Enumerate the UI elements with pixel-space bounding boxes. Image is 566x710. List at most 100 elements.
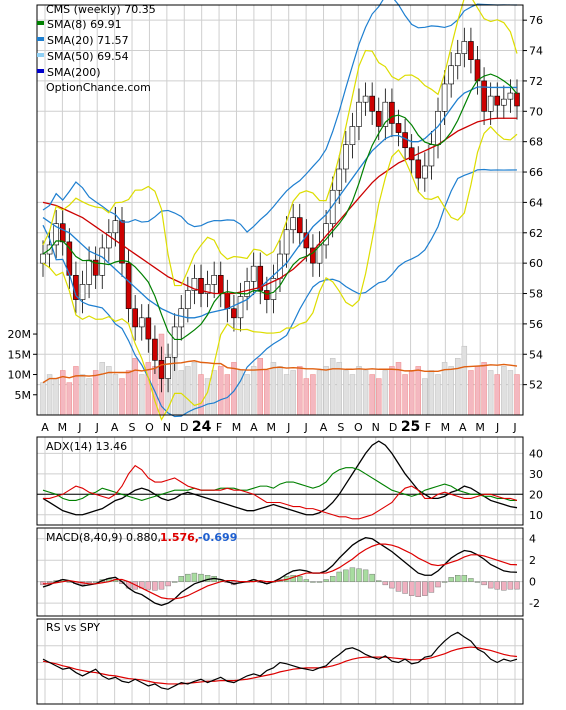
macd-histogram-bar [152, 581, 158, 591]
candle-body [264, 290, 270, 300]
candle-body [481, 80, 487, 112]
volume-bar [481, 362, 487, 416]
macd-histogram-bar [310, 581, 316, 583]
macd-histogram-bar [316, 581, 323, 583]
candle-body [178, 308, 185, 328]
month-tick-label: N [372, 421, 380, 434]
candle-body [343, 144, 349, 170]
month-tick-label: M [475, 421, 485, 434]
candle-body [257, 265, 264, 291]
month-tick-label: F [425, 421, 431, 434]
month-tick-label: A [111, 421, 119, 434]
macd-histogram-bar [323, 579, 329, 582]
candle-body [362, 95, 369, 103]
legend: CMS (weekly) 70.35 SMA(8) 69.91 SMA(20) … [37, 3, 156, 94]
legend-swatch-sma8 [37, 21, 44, 25]
candle-body [171, 326, 178, 358]
macd-histogram-bar [343, 569, 349, 582]
volume-bar [218, 366, 224, 416]
volume-bar [106, 366, 112, 416]
volume-tick-label: 20M [8, 328, 32, 341]
candle-body [296, 217, 303, 234]
month-tick-label: M [232, 421, 242, 434]
volume-bar [277, 366, 283, 416]
candle-body [158, 360, 165, 379]
macd-histogram-bar [356, 568, 362, 582]
month-tick-label: M [441, 421, 451, 434]
volume-bar [494, 374, 500, 416]
macd-histogram-bar [303, 579, 310, 582]
macd-histogram-bar [376, 580, 382, 582]
envelope-upper-line [42, 0, 518, 287]
candle-body [211, 274, 217, 285]
price-tick-label: 60 [529, 257, 543, 270]
macd-histogram-bar [441, 581, 448, 583]
macd-histogram-bar [178, 576, 184, 582]
volume-bar [198, 374, 204, 416]
volume-bar [283, 374, 290, 416]
volume-bar [224, 374, 231, 416]
volume-ma-line [42, 360, 518, 384]
candle-body [369, 95, 375, 112]
adx-tick-label: 10 [529, 509, 543, 522]
macd-histogram-bar [145, 581, 152, 590]
adx-tick-label: 20 [529, 488, 543, 501]
candle-body [112, 220, 119, 234]
macd-histogram-bar [349, 567, 356, 582]
month-tick-label: A [320, 421, 328, 434]
candle-body [514, 92, 520, 107]
volume-bar [349, 374, 356, 416]
candle-body [165, 356, 171, 379]
candle-body [316, 244, 323, 264]
volume-bar [428, 370, 435, 416]
macd-histogram-bar [369, 573, 375, 582]
candle-body [204, 284, 211, 294]
macd-histogram-bar [448, 577, 454, 582]
candle-body [310, 247, 316, 264]
volume-bar [329, 358, 336, 416]
price-tick-label: 76 [529, 14, 543, 27]
volume-bar [178, 370, 184, 416]
candle-body [92, 259, 99, 276]
volume-bar [468, 370, 474, 416]
rs-panel: RS vs SPY [36, 618, 524, 705]
volume-bar [297, 366, 303, 416]
macd-histogram-bar [481, 581, 487, 586]
macd-tick-label: -2 [529, 597, 540, 610]
macd-histogram-bar [46, 581, 53, 583]
macd-histogram-bar [487, 581, 494, 589]
volume-bar [46, 374, 53, 416]
adx-tick-label: 40 [529, 447, 543, 460]
candle-body [244, 281, 250, 297]
month-tick-label: S [337, 421, 344, 434]
macd-signal-line [43, 543, 518, 600]
volume-bar [362, 370, 369, 416]
month-tick-label: D [389, 421, 397, 434]
volume-bar [369, 374, 375, 416]
legend-sma50: SMA(50) 69.54 [47, 50, 129, 63]
candle-body [323, 223, 329, 246]
volume-bar [290, 370, 296, 416]
rs-line [42, 631, 518, 690]
volume-bar [323, 366, 329, 416]
candle-body [349, 126, 356, 146]
volume-bar [487, 370, 494, 416]
macd-histogram-bar [468, 578, 474, 582]
month-tick-label: M [267, 421, 277, 434]
price-tick-label: 74 [529, 45, 543, 58]
plus-di-line [42, 467, 517, 502]
month-tick-label: O [145, 421, 154, 434]
macd-histogram-bar [428, 581, 435, 593]
envelope-lower-line [42, 125, 518, 421]
volume-bar [119, 378, 125, 416]
macd-histogram-bar [395, 581, 402, 592]
price-tick-label: 62 [529, 227, 543, 240]
volume-bar [99, 362, 105, 416]
candle-body [395, 123, 402, 133]
bollinger-lower-line [42, 168, 518, 418]
price-panel: 52 54 56 58 60 62 64 66 68 70 72 74 76 5M 10M 15M 20M A… [8, 0, 543, 435]
volume-bar [53, 378, 59, 416]
candle-body [152, 338, 158, 361]
